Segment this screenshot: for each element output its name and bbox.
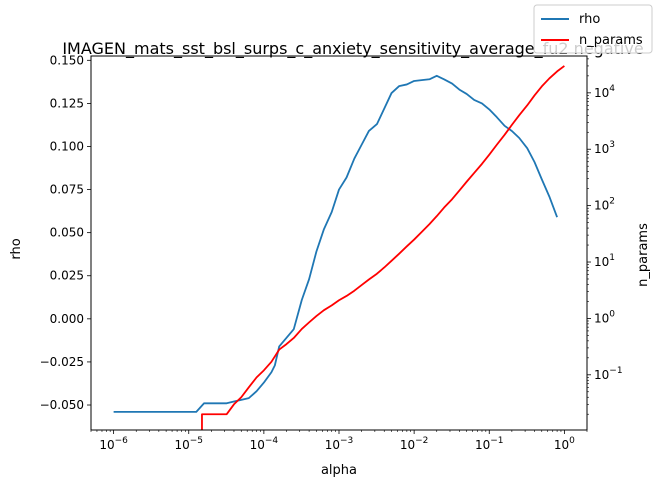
legend-label-rho: rho <box>579 12 600 27</box>
chart-title: IMAGEN_mats_sst_bsl_surps_c_anxiety_sens… <box>62 39 643 59</box>
legend: rho n_params <box>533 4 653 54</box>
y2-tick-label: 10−1 <box>594 366 623 382</box>
y2-axis-label: n_params <box>636 223 651 287</box>
x-tick-label: 10−5 <box>174 436 203 452</box>
x-tick-label: 10−1 <box>475 436 504 452</box>
legend-label-n-params: n_params <box>579 33 643 48</box>
y-tick-label: 0.125 <box>50 96 84 110</box>
y2-tick-label: 100 <box>594 309 615 325</box>
y2-tick-label: 104 <box>594 84 615 100</box>
y-tick-label: 0.000 <box>50 312 84 326</box>
y-tick-label: 0.075 <box>50 183 84 197</box>
y-tick-label: −0.025 <box>40 355 84 369</box>
y-tick-label: 0.150 <box>50 53 84 67</box>
series-line-n-params <box>201 65 565 430</box>
series-line-rho <box>113 74 558 413</box>
x-tick-label: 10−6 <box>99 436 128 452</box>
x-tick-label: 10−2 <box>400 436 429 452</box>
y-axis-right: 10−1 100 101 102 103 104 <box>587 58 623 415</box>
x-tick-label: 100 <box>554 436 575 452</box>
x-tick-label: 10−4 <box>250 436 279 452</box>
y2-tick-label: 101 <box>594 253 615 269</box>
y-tick-label: 0.050 <box>50 226 84 240</box>
x-axis-label: alpha <box>321 463 357 478</box>
y2-tick-label: 103 <box>594 140 615 156</box>
x-axis: 10−6 10−5 10−4 10−3 10−2 10−1 100 <box>90 430 588 452</box>
y-tick-label: −0.050 <box>40 398 84 412</box>
y-axis-left: −0.050 −0.025 0.000 0.025 0.050 0.075 0.100 0.1… <box>40 53 91 412</box>
y2-tick-label: 102 <box>594 197 615 213</box>
y-tick-label: 0.025 <box>50 269 84 283</box>
y-tick-label: 0.100 <box>50 139 84 153</box>
y-axis-label: rho <box>9 238 24 259</box>
series-layer <box>113 65 565 430</box>
x-tick-label: 10−3 <box>325 436 354 452</box>
